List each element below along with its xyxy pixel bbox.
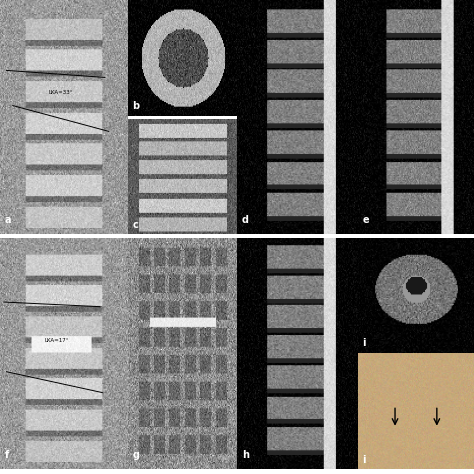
- Text: i: i: [363, 455, 366, 465]
- Text: i: i: [363, 338, 366, 348]
- Text: LKA=17°: LKA=17°: [45, 337, 69, 343]
- Text: d: d: [242, 215, 249, 225]
- Text: b: b: [132, 101, 139, 111]
- Text: LKA=33°: LKA=33°: [49, 90, 73, 95]
- Text: c: c: [132, 220, 138, 230]
- Text: f: f: [5, 450, 9, 460]
- Text: e: e: [363, 215, 369, 225]
- Text: a: a: [5, 215, 12, 225]
- Text: h: h: [242, 450, 249, 460]
- Text: g: g: [132, 450, 139, 460]
